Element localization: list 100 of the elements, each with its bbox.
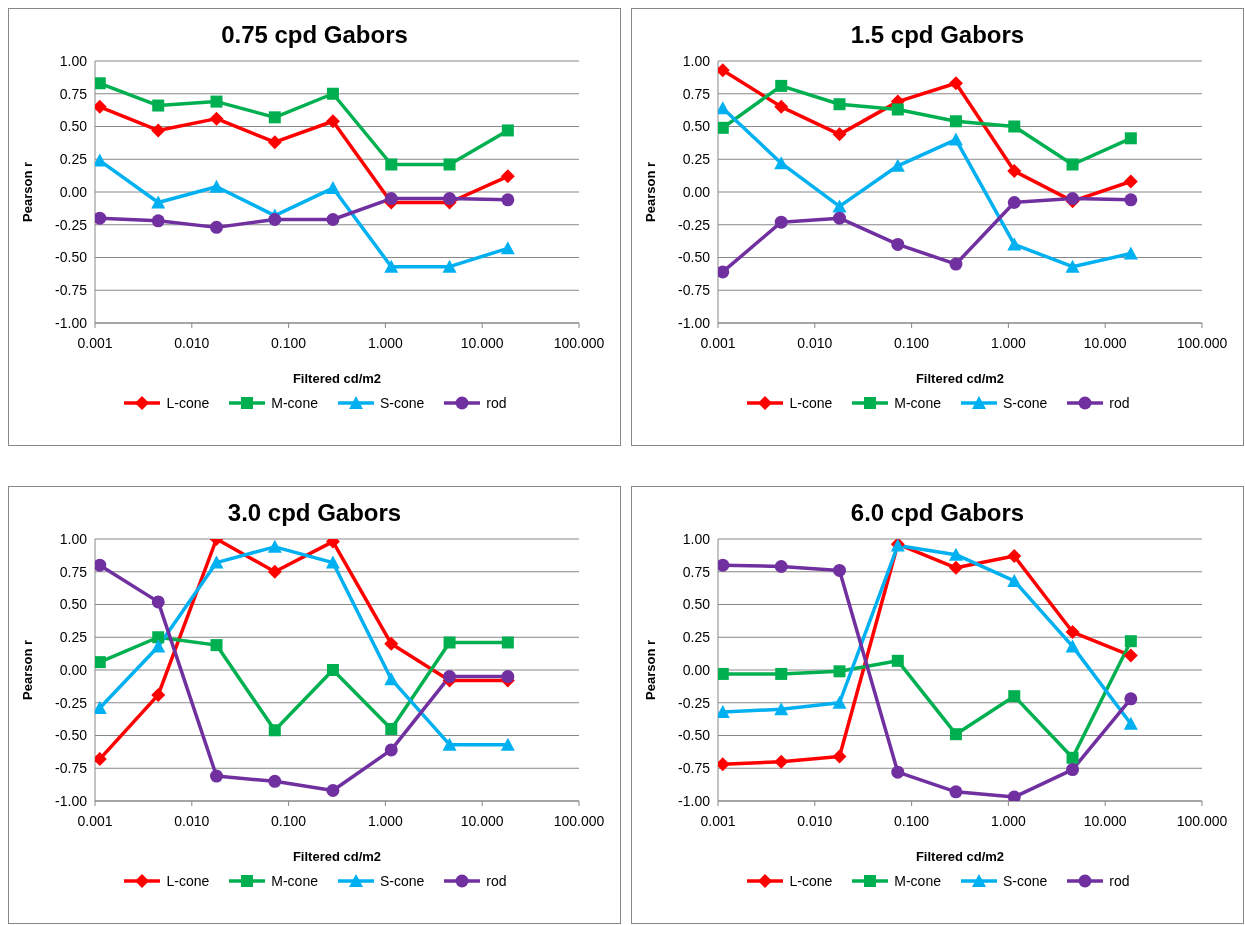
point — [151, 214, 165, 228]
point — [949, 257, 963, 271]
y-tick-label: 0.75 — [59, 85, 88, 102]
point — [1007, 164, 1022, 179]
x-tick-label: 1.000 — [367, 334, 404, 351]
y-tick-label: -0.25 — [55, 694, 88, 711]
point — [384, 672, 399, 686]
y-axis-title: Pearson r — [19, 640, 35, 700]
point — [1123, 716, 1138, 730]
point — [833, 98, 846, 111]
point — [774, 754, 789, 769]
x-tick-label: 10.000 — [460, 334, 504, 351]
point — [152, 99, 165, 112]
x-tick-label: 0.001 — [77, 812, 113, 829]
point — [442, 737, 457, 751]
point — [833, 211, 847, 225]
y-tick-label: -0.25 — [678, 216, 711, 233]
legend-label: rod — [486, 395, 507, 411]
y-tick-label: 1.00 — [59, 530, 88, 547]
chart-title: 6.0 cpd Gabors — [849, 499, 1026, 528]
point — [210, 639, 223, 652]
x-tick-label: 10.000 — [1083, 812, 1127, 829]
point — [500, 737, 515, 751]
point — [891, 654, 904, 667]
x-tick-label: 0.100 — [894, 812, 930, 829]
point — [95, 656, 106, 669]
y-tick-label: 0.50 — [59, 118, 88, 135]
point — [267, 135, 282, 150]
point — [210, 220, 224, 234]
y-tick-label: 1.00 — [682, 52, 711, 69]
point — [209, 179, 224, 193]
chart-title: 3.0 cpd Gabors — [226, 499, 403, 528]
y-tick-label: 0.50 — [682, 118, 711, 135]
y-tick-label: -0.25 — [55, 216, 88, 233]
point — [384, 636, 399, 651]
point — [774, 215, 788, 229]
point — [832, 199, 847, 213]
point — [501, 670, 515, 684]
y-tick-label: 1.00 — [682, 530, 711, 547]
point — [268, 724, 281, 737]
y-tick-label: -1.00 — [55, 314, 88, 331]
x-tick-label: 1.000 — [990, 334, 1027, 351]
point — [151, 195, 166, 209]
legend-label: S-cone — [1002, 395, 1048, 411]
x-tick-label: 1.000 — [367, 812, 404, 829]
point — [718, 558, 730, 572]
point — [1007, 573, 1022, 587]
point — [1007, 195, 1021, 209]
point — [268, 774, 282, 788]
y-tick-label: -0.50 — [55, 727, 88, 744]
point — [832, 127, 847, 142]
point — [1007, 549, 1022, 564]
legend-label: M-cone — [271, 873, 318, 889]
point — [209, 111, 224, 126]
y-tick-label: 1.00 — [59, 52, 88, 69]
point — [832, 749, 847, 764]
point — [1008, 690, 1021, 703]
point — [385, 722, 398, 735]
point — [891, 765, 905, 779]
y-tick-label: 0.50 — [59, 596, 88, 613]
y-tick-label: 0.00 — [682, 661, 711, 678]
y-axis-title: Pearson r — [19, 162, 35, 222]
point — [1065, 639, 1080, 653]
legend-label: L-cone — [166, 873, 210, 889]
y-tick-label: -1.00 — [678, 314, 711, 331]
x-tick-label: 100.000 — [1176, 812, 1228, 829]
point — [774, 156, 789, 170]
point — [210, 769, 224, 783]
point — [151, 123, 166, 138]
x-tick-label: 0.001 — [700, 334, 736, 351]
x-axis-title: Filtered cd/m2 — [915, 849, 1005, 864]
legend-label: S-cone — [379, 873, 425, 889]
x-tick-label: 0.010 — [174, 812, 210, 829]
x-tick-label: 10.000 — [460, 812, 504, 829]
point — [833, 563, 847, 577]
point — [1066, 751, 1079, 764]
y-tick-label: 0.75 — [682, 85, 711, 102]
point — [718, 121, 729, 134]
point — [151, 595, 165, 609]
point — [443, 192, 457, 206]
y-tick-label: -0.75 — [678, 282, 711, 299]
point — [325, 181, 340, 195]
point — [268, 213, 282, 227]
point — [1124, 132, 1137, 145]
point — [152, 631, 165, 644]
point — [151, 687, 166, 702]
legend-label: rod — [1109, 873, 1130, 889]
point — [500, 169, 515, 184]
y-tick-label: 0.25 — [682, 151, 711, 168]
x-tick-label: 0.100 — [271, 812, 307, 829]
point — [775, 79, 788, 92]
point — [267, 539, 282, 553]
x-axis-title: Filtered cd/m2 — [292, 371, 382, 386]
x-tick-label: 0.010 — [797, 812, 833, 829]
point — [443, 636, 456, 649]
x-axis-title: Filtered cd/m2 — [915, 371, 1005, 386]
point — [384, 743, 398, 757]
point — [774, 99, 789, 114]
y-tick-label: 0.75 — [59, 563, 88, 580]
point — [151, 639, 166, 653]
